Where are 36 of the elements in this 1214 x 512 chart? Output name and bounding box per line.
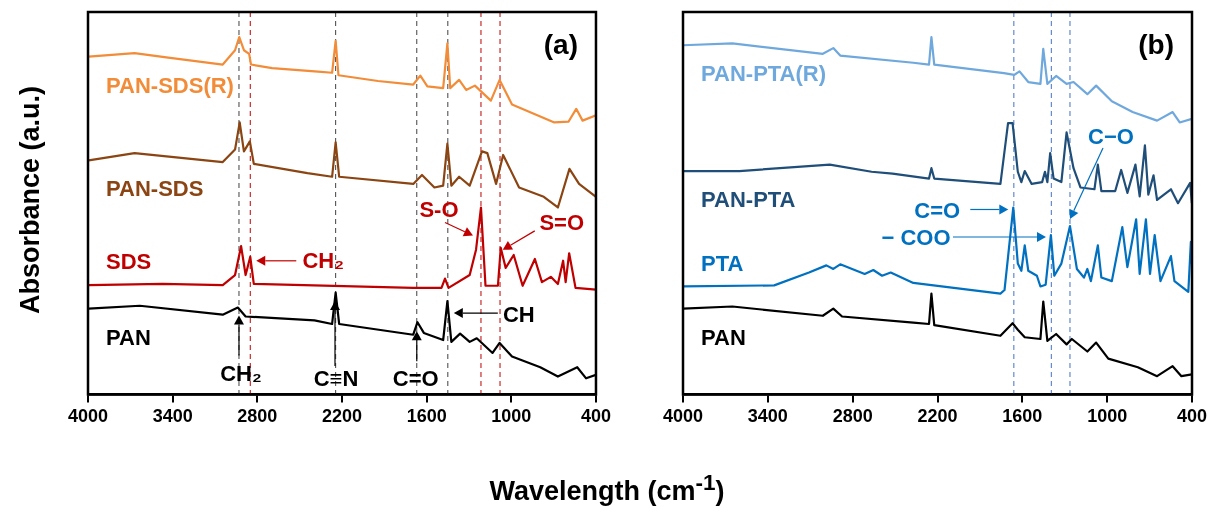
- series-label: PAN: [701, 324, 746, 350]
- x-tick-label: 3400: [747, 406, 788, 427]
- annotation: (a): [543, 28, 578, 60]
- x-tick-label: 2200: [321, 406, 363, 427]
- annotation: C−O: [1088, 123, 1134, 149]
- annotation: (b): [1138, 28, 1174, 60]
- x-tick-label: 2800: [832, 406, 873, 427]
- annotation: CH₂: [302, 248, 345, 274]
- annotation: CH: [502, 301, 535, 327]
- x-tick-label: 1000: [1087, 406, 1128, 427]
- annotation: CH₂: [220, 361, 262, 387]
- x-tick-label: 400: [1176, 406, 1208, 427]
- x-axis-title: Wavelength (cm$^{-1}$): [488, 470, 726, 507]
- x-tick-label: 1600: [1002, 406, 1043, 427]
- annotation: − COO: [881, 224, 951, 250]
- series-label: PAN-SDS: [106, 176, 204, 202]
- y-axis-title: Absorbance (a.u.): [14, 85, 46, 315]
- annotation: S=O: [539, 210, 585, 236]
- annotation: S-O: [419, 196, 459, 222]
- x-tick-label: 3400: [152, 406, 193, 427]
- x-tick-label: 400: [580, 406, 612, 427]
- series-label: PAN-PTA: [701, 187, 796, 213]
- x-tick-label: 2200: [917, 406, 958, 427]
- x-tick-label: 1600: [406, 406, 447, 427]
- annotation: C=O: [392, 365, 439, 391]
- series-label: PAN-PTA(R): [701, 61, 827, 87]
- x-tick-label: 4000: [67, 406, 109, 427]
- x-tick-label: 2800: [237, 406, 278, 427]
- series-label: PAN: [106, 324, 151, 350]
- annotation: C=O: [914, 197, 961, 223]
- series-label: PTA: [701, 250, 744, 276]
- annotation: C≡N: [313, 365, 359, 391]
- series-label: SDS: [106, 249, 152, 275]
- x-tick-label: 4000: [662, 406, 704, 427]
- x-tick-label: 1000: [491, 406, 532, 427]
- series-label: PAN-SDS(R): [106, 72, 234, 98]
